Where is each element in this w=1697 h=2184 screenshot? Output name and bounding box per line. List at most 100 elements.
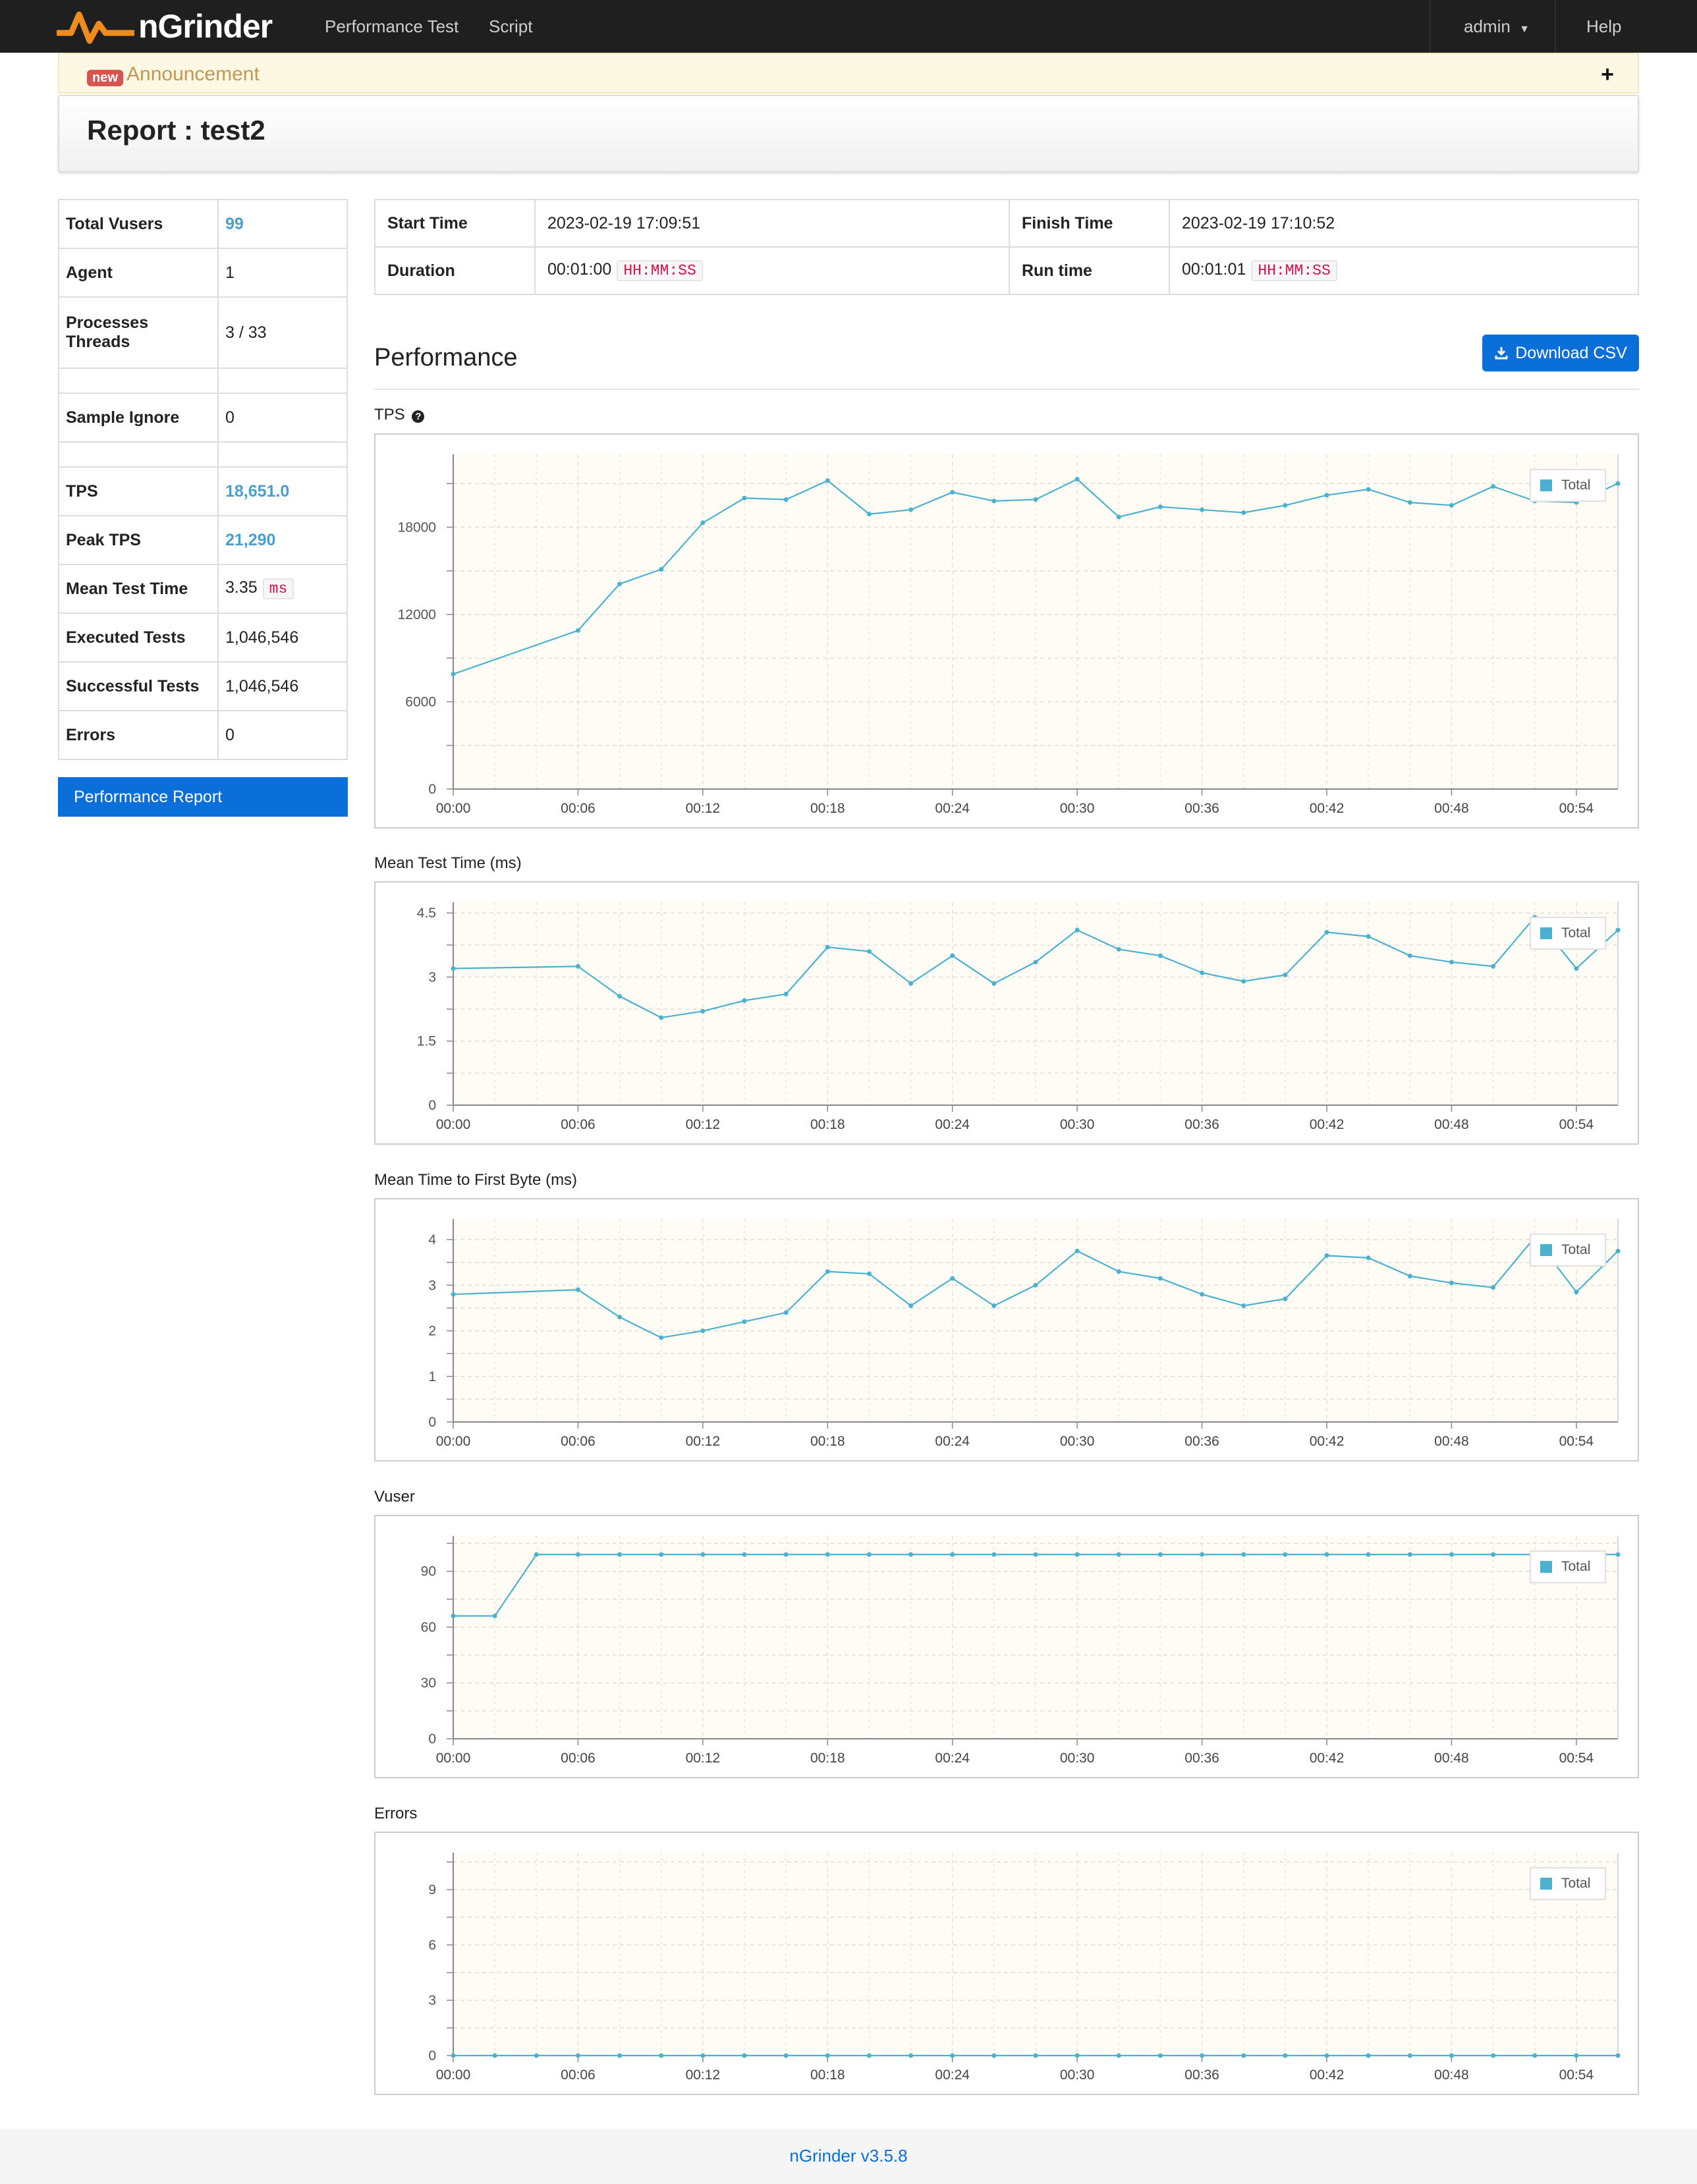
finish-time-label: Finish Time [1009, 199, 1170, 248]
nav-performance-test[interactable]: Performance Test [325, 16, 459, 36]
help-icon[interactable]: ? [412, 410, 425, 423]
data-point [451, 1614, 456, 1619]
data-point [1157, 1276, 1163, 1281]
announcement-title[interactable]: Announcement [126, 63, 260, 85]
nav-script[interactable]: Script [489, 16, 533, 36]
processes-threads-label: Processes Threads [58, 296, 219, 369]
data-point [1241, 2053, 1246, 2058]
x-tick-label: 00:48 [1434, 801, 1469, 816]
logo-wave-icon [57, 11, 134, 44]
data-point [1574, 966, 1579, 971]
x-tick-label: 00:24 [935, 1751, 970, 1766]
ngrinder-logo[interactable]: nGrinder [57, 5, 273, 47]
legend-swatch [1540, 479, 1552, 491]
chart-legend[interactable]: Total [1530, 1867, 1606, 1900]
data-point [700, 1328, 706, 1334]
data-point [575, 2053, 580, 2058]
y-tick-label: 60 [421, 1620, 436, 1635]
y-tick-label: 6000 [405, 694, 436, 709]
data-point [1615, 1552, 1621, 1557]
mean-test-time-chart-svg: 0 1.5 3 4.5 00:00 00:06 00:12 00:18 00:24 00:30 00… [417, 902, 1621, 1132]
data-point [1491, 484, 1496, 489]
data-point [1200, 1292, 1205, 1297]
y-tick-label: 2 [428, 1324, 436, 1339]
x-tick-label: 00:42 [1310, 2067, 1345, 2083]
x-tick-label: 00:36 [1184, 1434, 1219, 1449]
chart-legend[interactable]: Total [1530, 469, 1606, 502]
y-tick-label: 4.5 [417, 906, 436, 921]
data-point [825, 944, 830, 950]
data-point [1074, 1248, 1080, 1253]
data-point [1074, 1552, 1080, 1557]
data-point [1200, 970, 1205, 975]
data-point [1241, 979, 1246, 984]
download-icon [1495, 347, 1508, 360]
data-point [1491, 964, 1496, 969]
chart-legend[interactable]: Total [1530, 1550, 1606, 1583]
data-point [617, 994, 623, 999]
data-point [1574, 2053, 1579, 2058]
data-point [617, 2053, 623, 2058]
data-point [1116, 1269, 1121, 1274]
nav-help[interactable]: Help [1586, 16, 1622, 36]
performance-report-button[interactable]: Performance Report [58, 777, 348, 817]
data-point [1366, 934, 1371, 939]
chart-legend[interactable]: Total [1530, 1234, 1606, 1267]
x-tick-label: 00:54 [1559, 1117, 1594, 1132]
successful-tests-label: Successful Tests [58, 661, 219, 711]
data-point [1366, 1552, 1371, 1557]
x-tick-label: 00:30 [1060, 2067, 1095, 2083]
errors-value: 0 [217, 710, 348, 760]
data-point [575, 1552, 580, 1557]
peak-tps-value: 21,290 [225, 530, 276, 549]
data-point [950, 953, 955, 958]
data-point [1615, 1248, 1621, 1253]
x-tick-label: 00:12 [686, 801, 721, 816]
data-point [1116, 2053, 1121, 2058]
ttfb-chart: 0 1 2 3 4 00:00 00:06 00:12 00:18 00:24 00:30 00:36… [374, 1198, 1639, 1461]
data-point [1241, 1303, 1246, 1309]
data-point [451, 1292, 456, 1297]
data-point [1366, 1255, 1371, 1261]
download-csv-label: Download CSV [1515, 343, 1627, 362]
vuser-chart: 0 30 60 90 00:00 00:06 00:12 00:18 00:24 00:30 00:… [374, 1515, 1639, 1778]
y-tick-label: 12000 [398, 607, 436, 622]
download-csv-button[interactable]: Download CSV [1482, 335, 1639, 371]
footer-version-link[interactable]: nGrinder v3.5.8 [789, 2146, 908, 2166]
user-menu[interactable]: admin ▼ [1464, 0, 1530, 53]
x-tick-label: 00:30 [1060, 801, 1095, 816]
data-point [866, 2053, 872, 2058]
executed-tests-label: Executed Tests [58, 613, 219, 663]
data-point [783, 1552, 789, 1557]
data-point [1033, 497, 1038, 502]
expand-announcement-icon[interactable]: + [1601, 62, 1614, 87]
ttfb-chart-title: Mean Time to First Byte (ms) [374, 1171, 578, 1189]
processes-label: Processes [66, 314, 149, 332]
legend-label: Total [1561, 925, 1591, 941]
total-vusers-label: Total Vusers [58, 199, 219, 249]
data-point [575, 1287, 580, 1292]
peak-tps-label: Peak TPS [58, 515, 219, 565]
data-point [659, 2053, 664, 2058]
data-point [617, 1552, 623, 1557]
y-tick-label: 30 [421, 1676, 436, 1691]
chart-legend[interactable]: Total [1530, 917, 1606, 950]
x-tick-label: 00:12 [686, 1117, 721, 1132]
agent-value: 1 [217, 248, 348, 298]
data-point [700, 520, 706, 526]
data-point [1324, 1552, 1329, 1557]
data-point [825, 2053, 830, 2058]
x-tick-label: 00:06 [561, 1434, 596, 1449]
spacer-cell [58, 368, 219, 394]
x-tick-label: 00:36 [1184, 1117, 1219, 1132]
x-tick-label: 00:18 [810, 2067, 845, 2083]
data-point [950, 1552, 955, 1557]
run-time-unit-tag: HH:MM:SS [1251, 260, 1337, 281]
x-tick-label: 00:12 [686, 2067, 721, 2083]
data-point [1324, 929, 1329, 935]
data-point [700, 1008, 706, 1014]
errors-chart-title: Errors [374, 1805, 418, 1822]
vuser-chart-svg: 0 30 60 90 00:00 00:06 00:12 00:18 00:24 00:30 00:… [421, 1536, 1621, 1766]
data-point [742, 998, 747, 1003]
x-tick-label: 00:54 [1559, 2067, 1594, 2083]
